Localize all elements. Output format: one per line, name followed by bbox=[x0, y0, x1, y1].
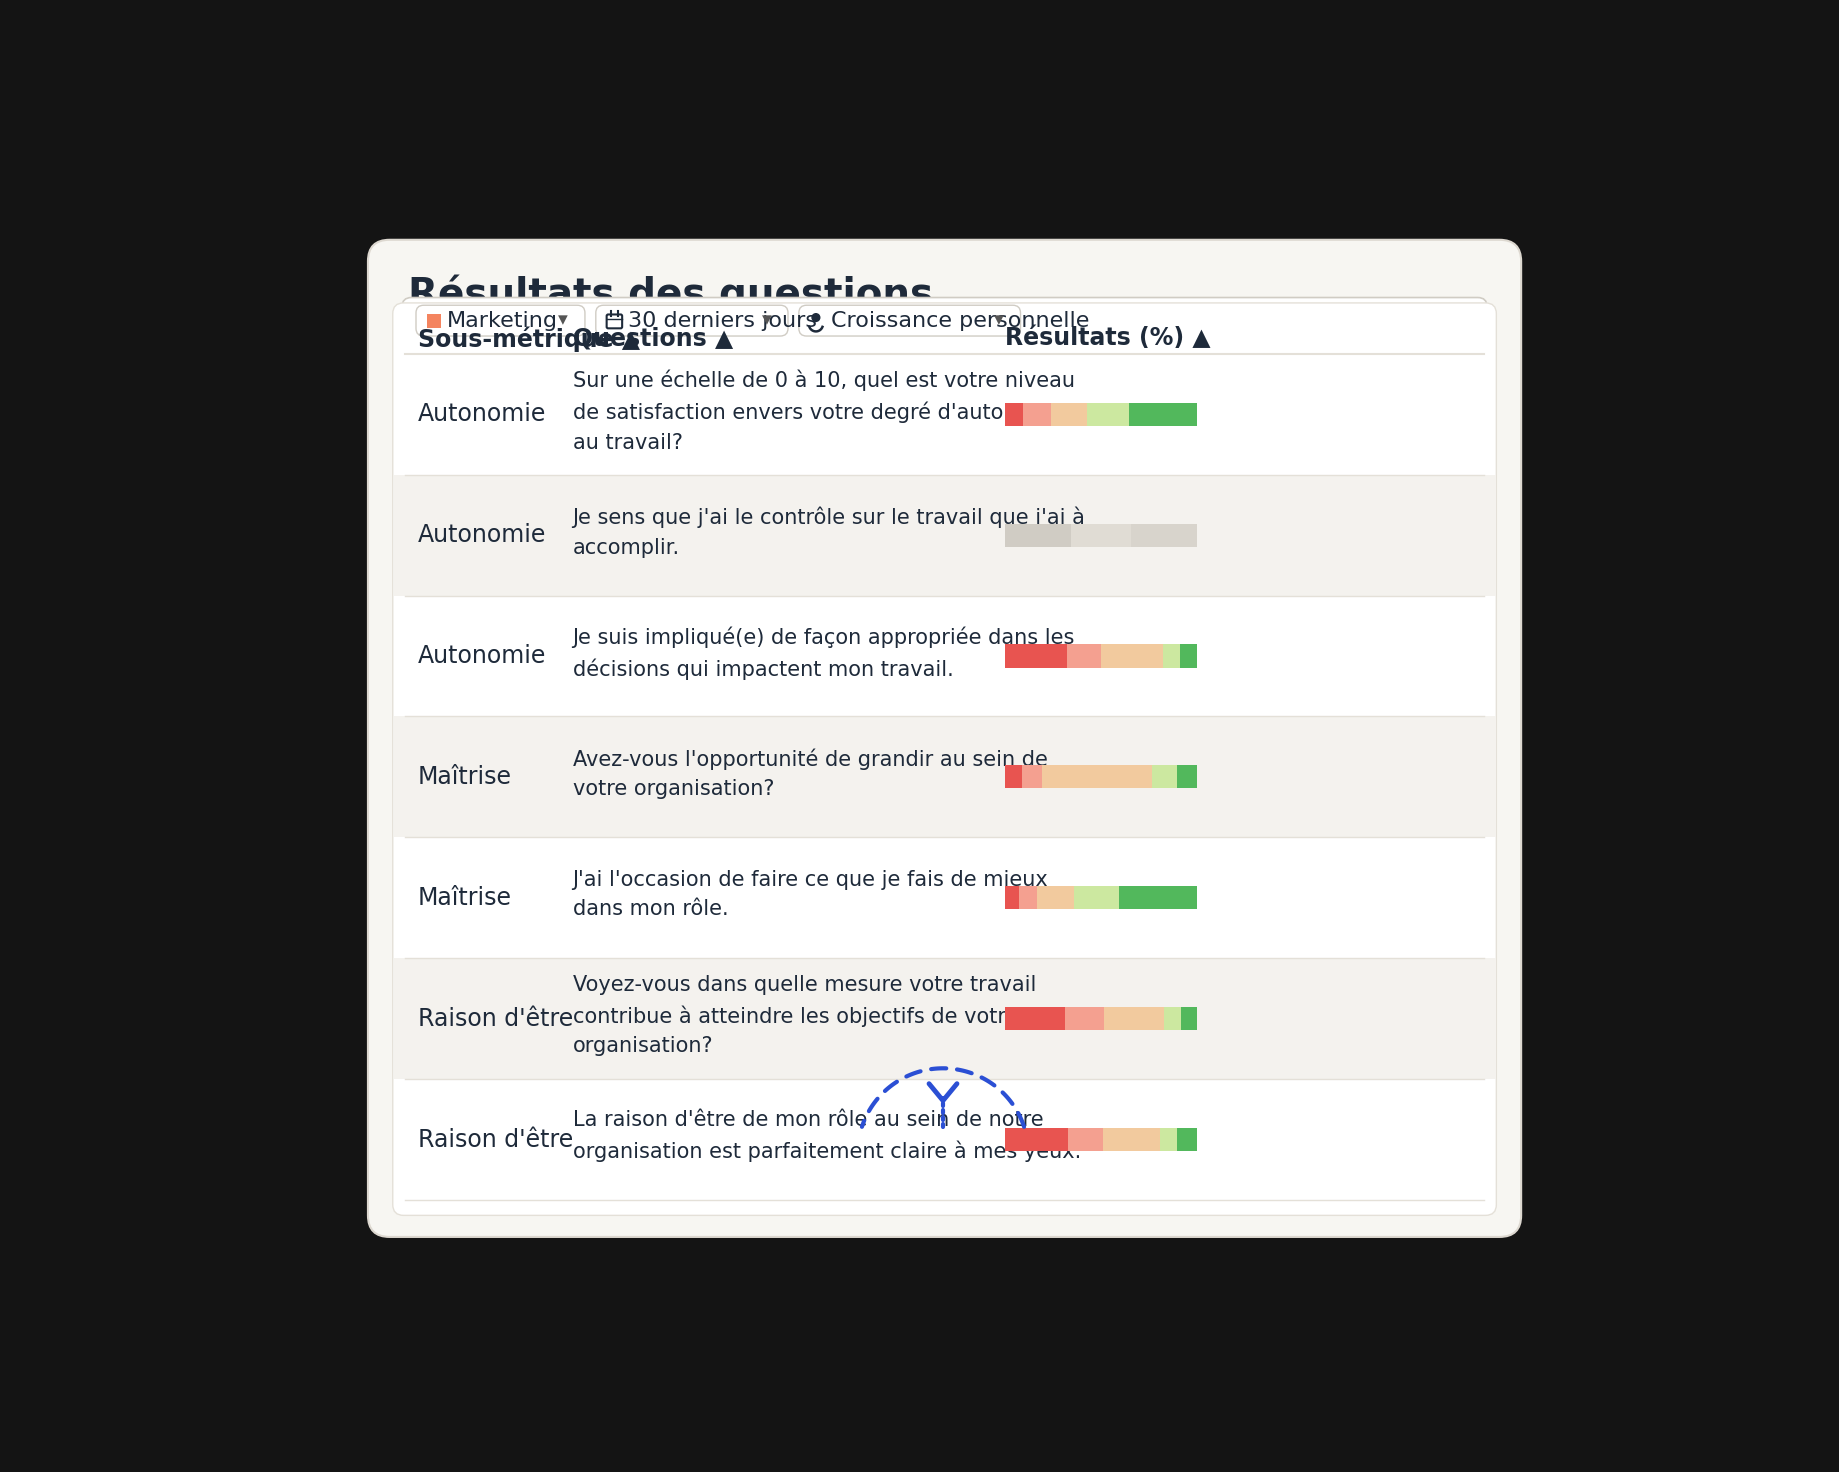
Bar bbox=[1037, 886, 1074, 910]
Bar bbox=[1179, 645, 1197, 667]
FancyBboxPatch shape bbox=[368, 240, 1521, 1236]
Text: 30 derniers jours: 30 derniers jours bbox=[627, 311, 817, 331]
Bar bbox=[394, 717, 1495, 838]
Text: Raison d'être: Raison d'être bbox=[417, 1128, 572, 1151]
Text: Autonomie: Autonomie bbox=[417, 643, 546, 668]
Bar bbox=[1127, 403, 1197, 425]
Bar bbox=[1067, 1128, 1102, 1151]
Bar bbox=[1004, 403, 1022, 425]
Text: Autonomie: Autonomie bbox=[417, 402, 546, 427]
Text: Je suis impliqué(e) de façon appropriée dans les
décisions qui impactent mon tra: Je suis impliqué(e) de façon appropriée … bbox=[572, 626, 1074, 680]
Text: Maîtrise: Maîtrise bbox=[417, 886, 511, 910]
Text: Marketing: Marketing bbox=[447, 311, 557, 331]
FancyBboxPatch shape bbox=[798, 305, 1021, 336]
Text: Résultats des questions: Résultats des questions bbox=[408, 274, 932, 314]
Bar bbox=[1164, 1007, 1181, 1030]
Bar bbox=[1118, 886, 1197, 910]
Bar bbox=[1004, 765, 1022, 789]
Bar bbox=[1043, 765, 1151, 789]
Text: Avez-vous l'opportunité de grandir au sein de
votre organisation?: Avez-vous l'opportunité de grandir au se… bbox=[572, 748, 1046, 799]
Bar bbox=[1074, 886, 1118, 910]
Bar bbox=[1162, 645, 1179, 667]
Text: ▾: ▾ bbox=[761, 311, 771, 330]
Bar bbox=[1177, 1128, 1197, 1151]
Bar bbox=[1004, 1007, 1065, 1030]
Bar bbox=[394, 958, 1495, 1079]
Bar bbox=[1103, 1007, 1164, 1030]
Text: Questions ▲: Questions ▲ bbox=[572, 325, 732, 350]
Bar bbox=[427, 314, 441, 328]
Bar bbox=[1067, 645, 1100, 667]
Bar bbox=[1050, 403, 1087, 425]
Text: Maîtrise: Maîtrise bbox=[417, 765, 511, 789]
Bar bbox=[1131, 524, 1197, 546]
Bar bbox=[1070, 524, 1131, 546]
FancyBboxPatch shape bbox=[596, 305, 787, 336]
Bar bbox=[1065, 1007, 1103, 1030]
Text: J'ai l'occasion de faire ce que je fais de mieux
dans mon rôle.: J'ai l'occasion de faire ce que je fais … bbox=[572, 870, 1048, 920]
Text: Sur une échelle de 0 à 10, quel est votre niveau
de satisfaction envers votre de: Sur une échelle de 0 à 10, quel est votr… bbox=[572, 369, 1074, 453]
Bar bbox=[1004, 645, 1067, 667]
Bar bbox=[1100, 645, 1162, 667]
FancyBboxPatch shape bbox=[416, 305, 585, 336]
Text: Sous-métrique ▲: Sous-métrique ▲ bbox=[417, 325, 640, 352]
Bar bbox=[394, 474, 1495, 596]
Bar bbox=[1087, 403, 1127, 425]
Bar bbox=[1004, 524, 1070, 546]
Bar bbox=[1159, 1128, 1177, 1151]
Bar bbox=[1022, 765, 1043, 789]
Bar bbox=[1102, 1128, 1159, 1151]
FancyBboxPatch shape bbox=[403, 297, 1486, 344]
Circle shape bbox=[811, 314, 820, 321]
Text: ▾: ▾ bbox=[993, 311, 1004, 330]
Bar bbox=[1181, 1007, 1197, 1030]
Bar bbox=[1151, 765, 1177, 789]
Bar bbox=[1177, 765, 1197, 789]
Text: Voyez-vous dans quelle mesure votre travail
contribue à atteindre les objectifs : Voyez-vous dans quelle mesure votre trav… bbox=[572, 974, 1035, 1057]
Text: Autonomie: Autonomie bbox=[417, 523, 546, 548]
Bar bbox=[1004, 1128, 1067, 1151]
Text: Raison d'être: Raison d'être bbox=[417, 1007, 572, 1030]
Text: Je sens que j'ai le contrôle sur le travail que j'ai à
accomplir.: Je sens que j'ai le contrôle sur le trav… bbox=[572, 506, 1085, 558]
Text: La raison d'être de mon rôle au sein de notre
organisation est parfaitement clai: La raison d'être de mon rôle au sein de … bbox=[572, 1110, 1079, 1163]
Bar bbox=[1019, 886, 1037, 910]
Bar bbox=[1004, 886, 1019, 910]
Bar bbox=[1022, 403, 1050, 425]
Text: Résultats (%) ▲: Résultats (%) ▲ bbox=[1004, 325, 1210, 350]
Text: Croissance personnelle: Croissance personnelle bbox=[831, 311, 1089, 331]
Text: ▾: ▾ bbox=[557, 311, 566, 330]
FancyBboxPatch shape bbox=[392, 303, 1495, 1216]
